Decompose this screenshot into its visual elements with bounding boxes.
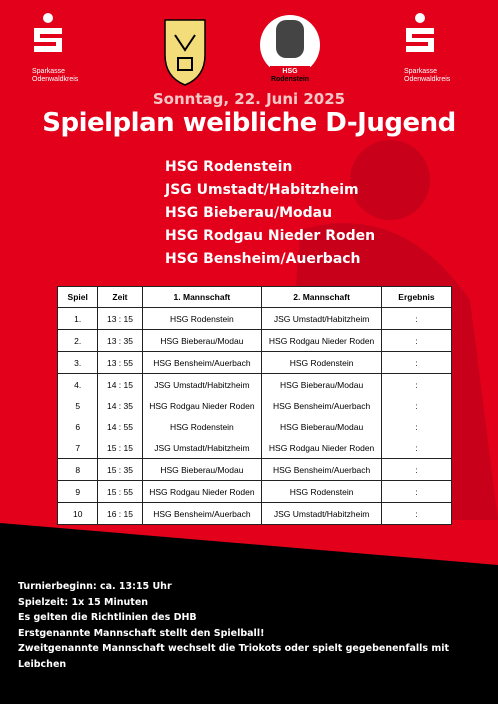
team: HSG Bensheim/Auerbach bbox=[165, 251, 361, 267]
table-cell: HSG Bieberau/Modau bbox=[141, 329, 263, 352]
club-label: HSG Rodenstein bbox=[260, 68, 320, 84]
date: Sonntag, 22. Juni 2025 bbox=[152, 90, 346, 108]
table-cell: 6 bbox=[56, 416, 99, 437]
table-cell: 14 : 35 bbox=[97, 395, 143, 416]
table-cell: HSG Bensheim/Auerbach bbox=[261, 458, 382, 481]
table-cell: 10 bbox=[56, 502, 99, 525]
table-row: 8 15 : 35 HSG Bieberau/Modau HSG Bensheim/A… bbox=[56, 458, 453, 481]
table-cell: HSG Bensheim/Auerbach bbox=[261, 395, 382, 416]
table-cell: 13 : 15 bbox=[97, 307, 143, 330]
sponsor-region: Odenwaldkreis bbox=[404, 76, 451, 83]
table-row: 6 14 : 55 HSG Rodenstein HSG Bieberau/Modau… bbox=[56, 416, 453, 437]
table-cell: HSG Rodgau Nieder Roden bbox=[261, 329, 382, 352]
table-row: 7 15 : 15 JSG Umstadt/Habitzheim HSG Rodgau… bbox=[56, 437, 453, 459]
schedule-table: Spiel Zeit 1. Mannschaft 2. Mannschaft Ergeb… bbox=[56, 286, 453, 525]
column-header: 2. Mannschaft bbox=[261, 286, 382, 308]
table-row: 1. 13 : 15 HSG Rodenstein JSG Umstadt/Habit… bbox=[56, 307, 453, 330]
table-cell: : bbox=[380, 437, 453, 459]
plume bbox=[282, 5, 300, 15]
sponsor-right: Sparkasse Odenwaldkreis bbox=[404, 68, 450, 84]
table-cell: 1. bbox=[56, 307, 99, 330]
table-cell: 13 : 35 bbox=[97, 329, 143, 352]
knight bbox=[276, 20, 304, 58]
team: HSG Rodenstein bbox=[165, 159, 293, 175]
sponsor-region: Odenwaldkreis bbox=[32, 76, 79, 83]
table-cell: 14 : 15 bbox=[97, 373, 143, 395]
notes: Turnierbeginn: ca. 13:15 Uhr Spielzeit: 1… bbox=[18, 579, 498, 672]
sponsor-name: Sparkasse bbox=[404, 68, 438, 75]
table-cell: HSG Rodgau Nieder Roden bbox=[261, 437, 382, 459]
note: Spielzeit: 1x 15 Minuten bbox=[18, 596, 149, 608]
note: Es gelten die Richtlinien des DHB bbox=[18, 612, 197, 623]
deco bbox=[350, 140, 430, 220]
team: HSG Rodgau Nieder Roden bbox=[165, 228, 376, 244]
table-cell: HSG Rodgau Nieder Roden bbox=[141, 480, 263, 503]
table-cell: 13 : 55 bbox=[97, 351, 143, 374]
table-cell: 14 : 55 bbox=[97, 416, 143, 437]
sparkasse-logo bbox=[34, 13, 434, 52]
table-cell: 9 bbox=[56, 480, 99, 503]
table-cell: HSG Bensheim/Auerbach bbox=[141, 351, 263, 374]
table-cell: HSG Rodenstein bbox=[141, 416, 263, 437]
table-cell: : bbox=[380, 480, 453, 503]
table-cell: : bbox=[380, 502, 453, 525]
column-header: Zeit bbox=[97, 286, 143, 308]
sponsor-name: Sparkasse bbox=[32, 68, 66, 75]
table-cell: : bbox=[380, 351, 453, 374]
column-header: Spiel bbox=[56, 286, 99, 308]
column-header: Ergebnis bbox=[380, 286, 453, 308]
table-cell: JSG Umstadt/Habitzheim bbox=[261, 307, 382, 330]
table-cell: HSG Rodgau Nieder Roden bbox=[141, 395, 263, 416]
table-row: 2. 13 : 35 HSG Bieberau/Modau HSG Rodgau Ni… bbox=[56, 329, 453, 352]
table-cell: HSG Bieberau/Modau bbox=[261, 373, 382, 395]
table-row: 3. 13 : 55 HSG Bensheim/Auerbach HSG Rodens… bbox=[56, 351, 453, 374]
note: Turnierbeginn: ca. 13:15 Uhr bbox=[18, 581, 172, 592]
table-cell: 15 : 15 bbox=[97, 437, 143, 459]
table-cell: JSG Umstadt/Habitzheim bbox=[141, 373, 263, 395]
table-cell: HSG Bensheim/Auerbach bbox=[141, 502, 263, 525]
crest bbox=[164, 19, 206, 86]
table-row: 10 16 : 15 HSG Bensheim/Auerbach JSG Umstad… bbox=[56, 502, 453, 525]
table-cell: : bbox=[380, 373, 453, 395]
black-band bbox=[0, 523, 498, 704]
table-cell: HSG Rodenstein bbox=[261, 480, 382, 503]
table-row: 9 15 : 55 HSG Rodgau Nieder Roden HSG Roden… bbox=[56, 480, 453, 503]
team: HSG Bieberau/Modau bbox=[165, 205, 333, 221]
team: JSG Umstadt/Habitzheim bbox=[165, 182, 359, 198]
table-cell: 2. bbox=[56, 329, 99, 352]
table-cell: 15 : 55 bbox=[97, 480, 143, 503]
table-cell: JSG Umstadt/Habitzheim bbox=[141, 437, 263, 459]
table-cell: : bbox=[380, 307, 453, 330]
column-header: 1. Mannschaft bbox=[141, 286, 263, 308]
club-place: Rodenstein bbox=[270, 76, 310, 83]
table-cell: HSG Bieberau/Modau bbox=[141, 458, 263, 481]
table-cell: 5 bbox=[56, 395, 99, 416]
table-cell: 15 : 35 bbox=[97, 458, 143, 481]
title: Spielplan weibliche D-Jugend bbox=[42, 108, 456, 138]
table-cell: 3. bbox=[56, 351, 99, 374]
club-name: HSG bbox=[282, 68, 298, 75]
table-cell: : bbox=[380, 458, 453, 481]
table-cell: : bbox=[380, 329, 453, 352]
table-cell: JSG Umstadt/Habitzheim bbox=[261, 502, 382, 525]
table-cell: 4. bbox=[56, 373, 99, 395]
note: Zweitgenannte Mannschaft wechselt die Tr… bbox=[18, 643, 450, 670]
note: Erstgenannte Mannschaft stellt den Spiel… bbox=[18, 627, 265, 639]
table-row: 5 14 : 35 HSG Rodgau Nieder Roden HSG Bensh… bbox=[56, 395, 453, 416]
club-band bbox=[270, 66, 310, 76]
table-cell: 7 bbox=[56, 437, 99, 459]
table-cell: HSG Rodenstein bbox=[141, 307, 263, 330]
table-cell: : bbox=[380, 416, 453, 437]
table-row: 4. 14 : 15 JSG Umstadt/Habitzheim HSG Biebe… bbox=[56, 373, 453, 395]
crest-detail bbox=[174, 34, 196, 71]
table-cell: HSG Bieberau/Modau bbox=[261, 416, 382, 437]
header-row: Spiel Zeit 1. Mannschaft 2. Mannschaft Ergeb… bbox=[56, 286, 453, 308]
table-cell: 16 : 15 bbox=[97, 502, 143, 525]
table-cell: HSG Rodenstein bbox=[261, 351, 382, 374]
team-list: HSG Rodenstein JSG Umstadt/Habitzheim HSG … bbox=[165, 156, 375, 271]
table-cell: 8 bbox=[56, 458, 99, 481]
sponsor-left: Sparkasse Odenwaldkreis bbox=[32, 68, 78, 84]
table-cell: : bbox=[380, 395, 453, 416]
